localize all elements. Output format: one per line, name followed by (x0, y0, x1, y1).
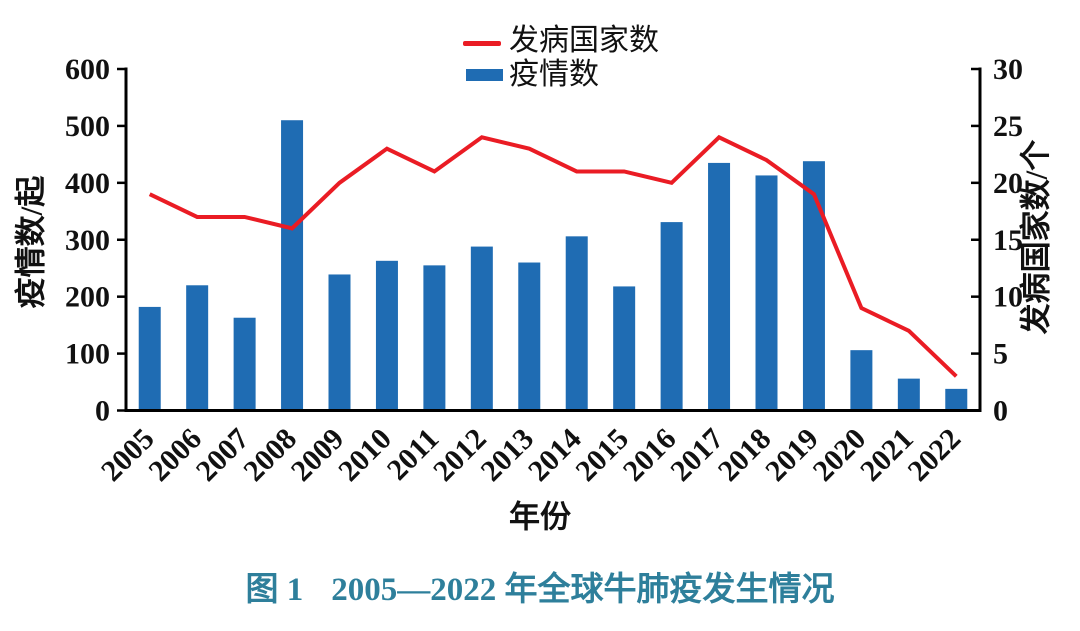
right-axis-tick-label: 10 (993, 281, 1023, 314)
bar-2008 (281, 120, 304, 411)
right-axis-tick-label: 5 (993, 338, 1008, 371)
left-axis-tick-label: 100 (65, 338, 110, 371)
bar-2006 (186, 285, 209, 411)
caption-number: 图 1 (245, 572, 304, 608)
bar-2007 (233, 317, 256, 411)
left-axis-tick-label: 300 (65, 224, 110, 257)
legend-label-outbreaks: 疫情数 (509, 58, 599, 91)
bar-2019 (802, 161, 825, 411)
bar-2021 (897, 378, 920, 411)
right-axis-tick-label: 30 (993, 53, 1023, 86)
bar-2012 (470, 246, 493, 411)
x-tick-label-2011: 2011 (381, 422, 446, 487)
right-axis-tick-label: 0 (993, 395, 1008, 428)
left-axis-tick-label: 500 (65, 110, 110, 143)
bar-2011 (423, 265, 446, 411)
left-axis-tick-label: 600 (65, 53, 110, 86)
bar-2018 (755, 175, 778, 411)
bar-2022 (945, 388, 968, 411)
bar-2005 (138, 306, 161, 411)
bar-2017 (708, 162, 731, 411)
legend-bar-swatch (466, 69, 503, 81)
bar-2010 (375, 260, 398, 411)
bar-2014 (565, 236, 588, 411)
figure-caption: 图 1 2005—2022 年全球牛肺疫发生情况 (0, 562, 1080, 610)
x-tick-label-2022: 2022 (901, 422, 967, 488)
left-axis-title: 疫情数/起 (13, 175, 49, 309)
bar-2013 (518, 262, 541, 411)
legend-line-swatch (463, 41, 501, 46)
right-axis-tick-label: 25 (993, 110, 1023, 143)
bar-2016 (660, 222, 683, 411)
bar-2020 (850, 350, 873, 411)
caption-text: 2005—2022 年全球牛肺疫发生情况 (331, 572, 835, 608)
right-axis-tick-label: 20 (993, 167, 1023, 200)
legend-label-countries: 发病国家数 (509, 24, 659, 57)
bar-2015 (613, 286, 636, 411)
left-axis-tick-label: 400 (65, 167, 110, 200)
left-axis-tick-label: 0 (95, 395, 110, 428)
right-axis-title: 发病国家数/个 (1018, 139, 1054, 335)
bar-2009 (328, 274, 351, 411)
left-axis-tick-label: 200 (65, 281, 110, 314)
right-axis-tick-label: 15 (993, 224, 1023, 257)
trend-line-countries (148, 134, 958, 378)
x-axis-title: 年份 (509, 499, 571, 535)
